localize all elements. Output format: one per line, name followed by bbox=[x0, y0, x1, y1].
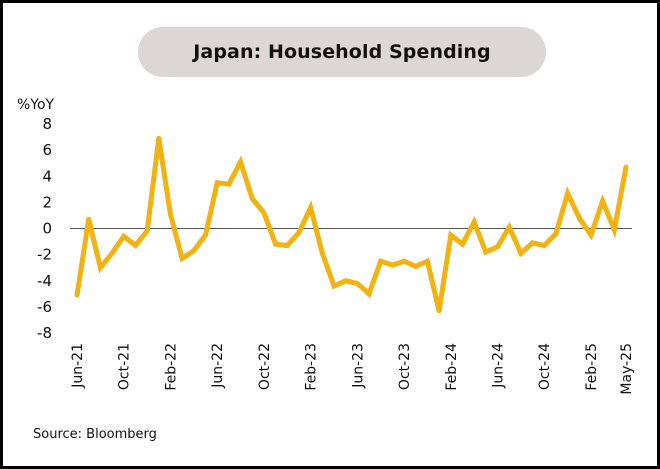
data-point bbox=[600, 198, 606, 204]
y-tick-label: 6 bbox=[42, 141, 52, 159]
data-point bbox=[448, 232, 454, 238]
data-point bbox=[308, 205, 314, 211]
data-point bbox=[238, 159, 244, 165]
data-point bbox=[226, 181, 232, 187]
data-point bbox=[249, 195, 255, 201]
x-tick-labels: Jun-21 Oct-21 Feb-22 Jun-22 Oct-22 Feb-23 Jun-… bbox=[70, 343, 635, 395]
data-point bbox=[366, 291, 372, 297]
data-point bbox=[191, 248, 197, 254]
data-point bbox=[424, 258, 430, 264]
data-point bbox=[179, 256, 185, 262]
data-point bbox=[284, 242, 290, 248]
data-point bbox=[74, 292, 80, 298]
data-points bbox=[74, 135, 629, 314]
data-point bbox=[471, 219, 477, 225]
chart-title-pill: Japan: Household Spending bbox=[138, 27, 546, 77]
x-tick-label: Oct-21 bbox=[117, 343, 133, 390]
chart-title: Japan: Household Spending bbox=[193, 41, 491, 63]
data-point bbox=[611, 227, 617, 233]
data-point bbox=[202, 232, 208, 238]
data-point bbox=[389, 262, 395, 268]
data-point bbox=[261, 210, 267, 216]
data-point bbox=[378, 258, 384, 264]
data-point bbox=[273, 241, 279, 247]
data-point bbox=[565, 190, 571, 196]
data-point bbox=[132, 242, 138, 248]
data-point bbox=[343, 278, 349, 284]
data-point bbox=[483, 249, 489, 255]
x-tick-label: Feb-25 bbox=[584, 343, 600, 391]
x-tick-label: Jun-23 bbox=[350, 343, 366, 389]
y-tick-label: -6 bbox=[37, 298, 52, 316]
y-tick-label: -8 bbox=[37, 324, 52, 342]
data-point bbox=[97, 265, 103, 271]
data-point bbox=[214, 180, 220, 186]
data-point bbox=[506, 224, 512, 230]
data-point bbox=[354, 280, 360, 286]
data-point bbox=[495, 244, 501, 250]
y-axis-label: %YoY bbox=[17, 97, 55, 113]
x-tick-label: Oct-24 bbox=[537, 343, 553, 390]
data-point bbox=[530, 240, 536, 246]
x-tick-label: Jun-22 bbox=[210, 343, 226, 389]
x-tick-label: May-25 bbox=[619, 343, 635, 395]
data-point bbox=[576, 215, 582, 221]
data-point bbox=[331, 283, 337, 289]
series-line bbox=[74, 138, 629, 312]
y-tick-labels: 8 6 4 2 0 -2 -4 -6 -8 bbox=[37, 115, 52, 342]
x-tick-label: Oct-23 bbox=[397, 343, 413, 390]
data-point bbox=[401, 258, 407, 264]
x-tick-label: Feb-23 bbox=[304, 343, 320, 391]
x-tick-label: Jun-24 bbox=[491, 343, 507, 389]
data-point bbox=[86, 216, 92, 222]
data-point bbox=[553, 231, 559, 237]
y-tick-label: 4 bbox=[42, 167, 52, 185]
y-tick-label: -2 bbox=[37, 246, 52, 264]
data-point bbox=[623, 164, 629, 170]
y-tick-label: 0 bbox=[42, 220, 52, 238]
y-tick-label: 2 bbox=[42, 193, 52, 211]
x-tick-label: Oct-22 bbox=[257, 343, 273, 390]
data-point bbox=[121, 233, 127, 239]
data-point bbox=[518, 250, 524, 256]
x-tick-label: Feb-22 bbox=[163, 343, 179, 391]
y-tick-label: 8 bbox=[42, 115, 52, 133]
data-point bbox=[436, 308, 442, 314]
data-point bbox=[109, 250, 115, 256]
data-point bbox=[588, 232, 594, 238]
data-point bbox=[319, 250, 325, 256]
data-point bbox=[156, 135, 162, 141]
data-point bbox=[167, 211, 173, 217]
x-tick-label: Jun-21 bbox=[70, 343, 86, 389]
data-point bbox=[459, 241, 465, 247]
data-point bbox=[296, 229, 302, 235]
data-point bbox=[541, 242, 547, 248]
source-note: Source: Bloomberg bbox=[33, 427, 157, 442]
data-point bbox=[413, 263, 419, 269]
data-point bbox=[144, 228, 150, 234]
x-tick-label: Feb-24 bbox=[444, 343, 460, 391]
y-tick-label: -4 bbox=[37, 272, 52, 290]
